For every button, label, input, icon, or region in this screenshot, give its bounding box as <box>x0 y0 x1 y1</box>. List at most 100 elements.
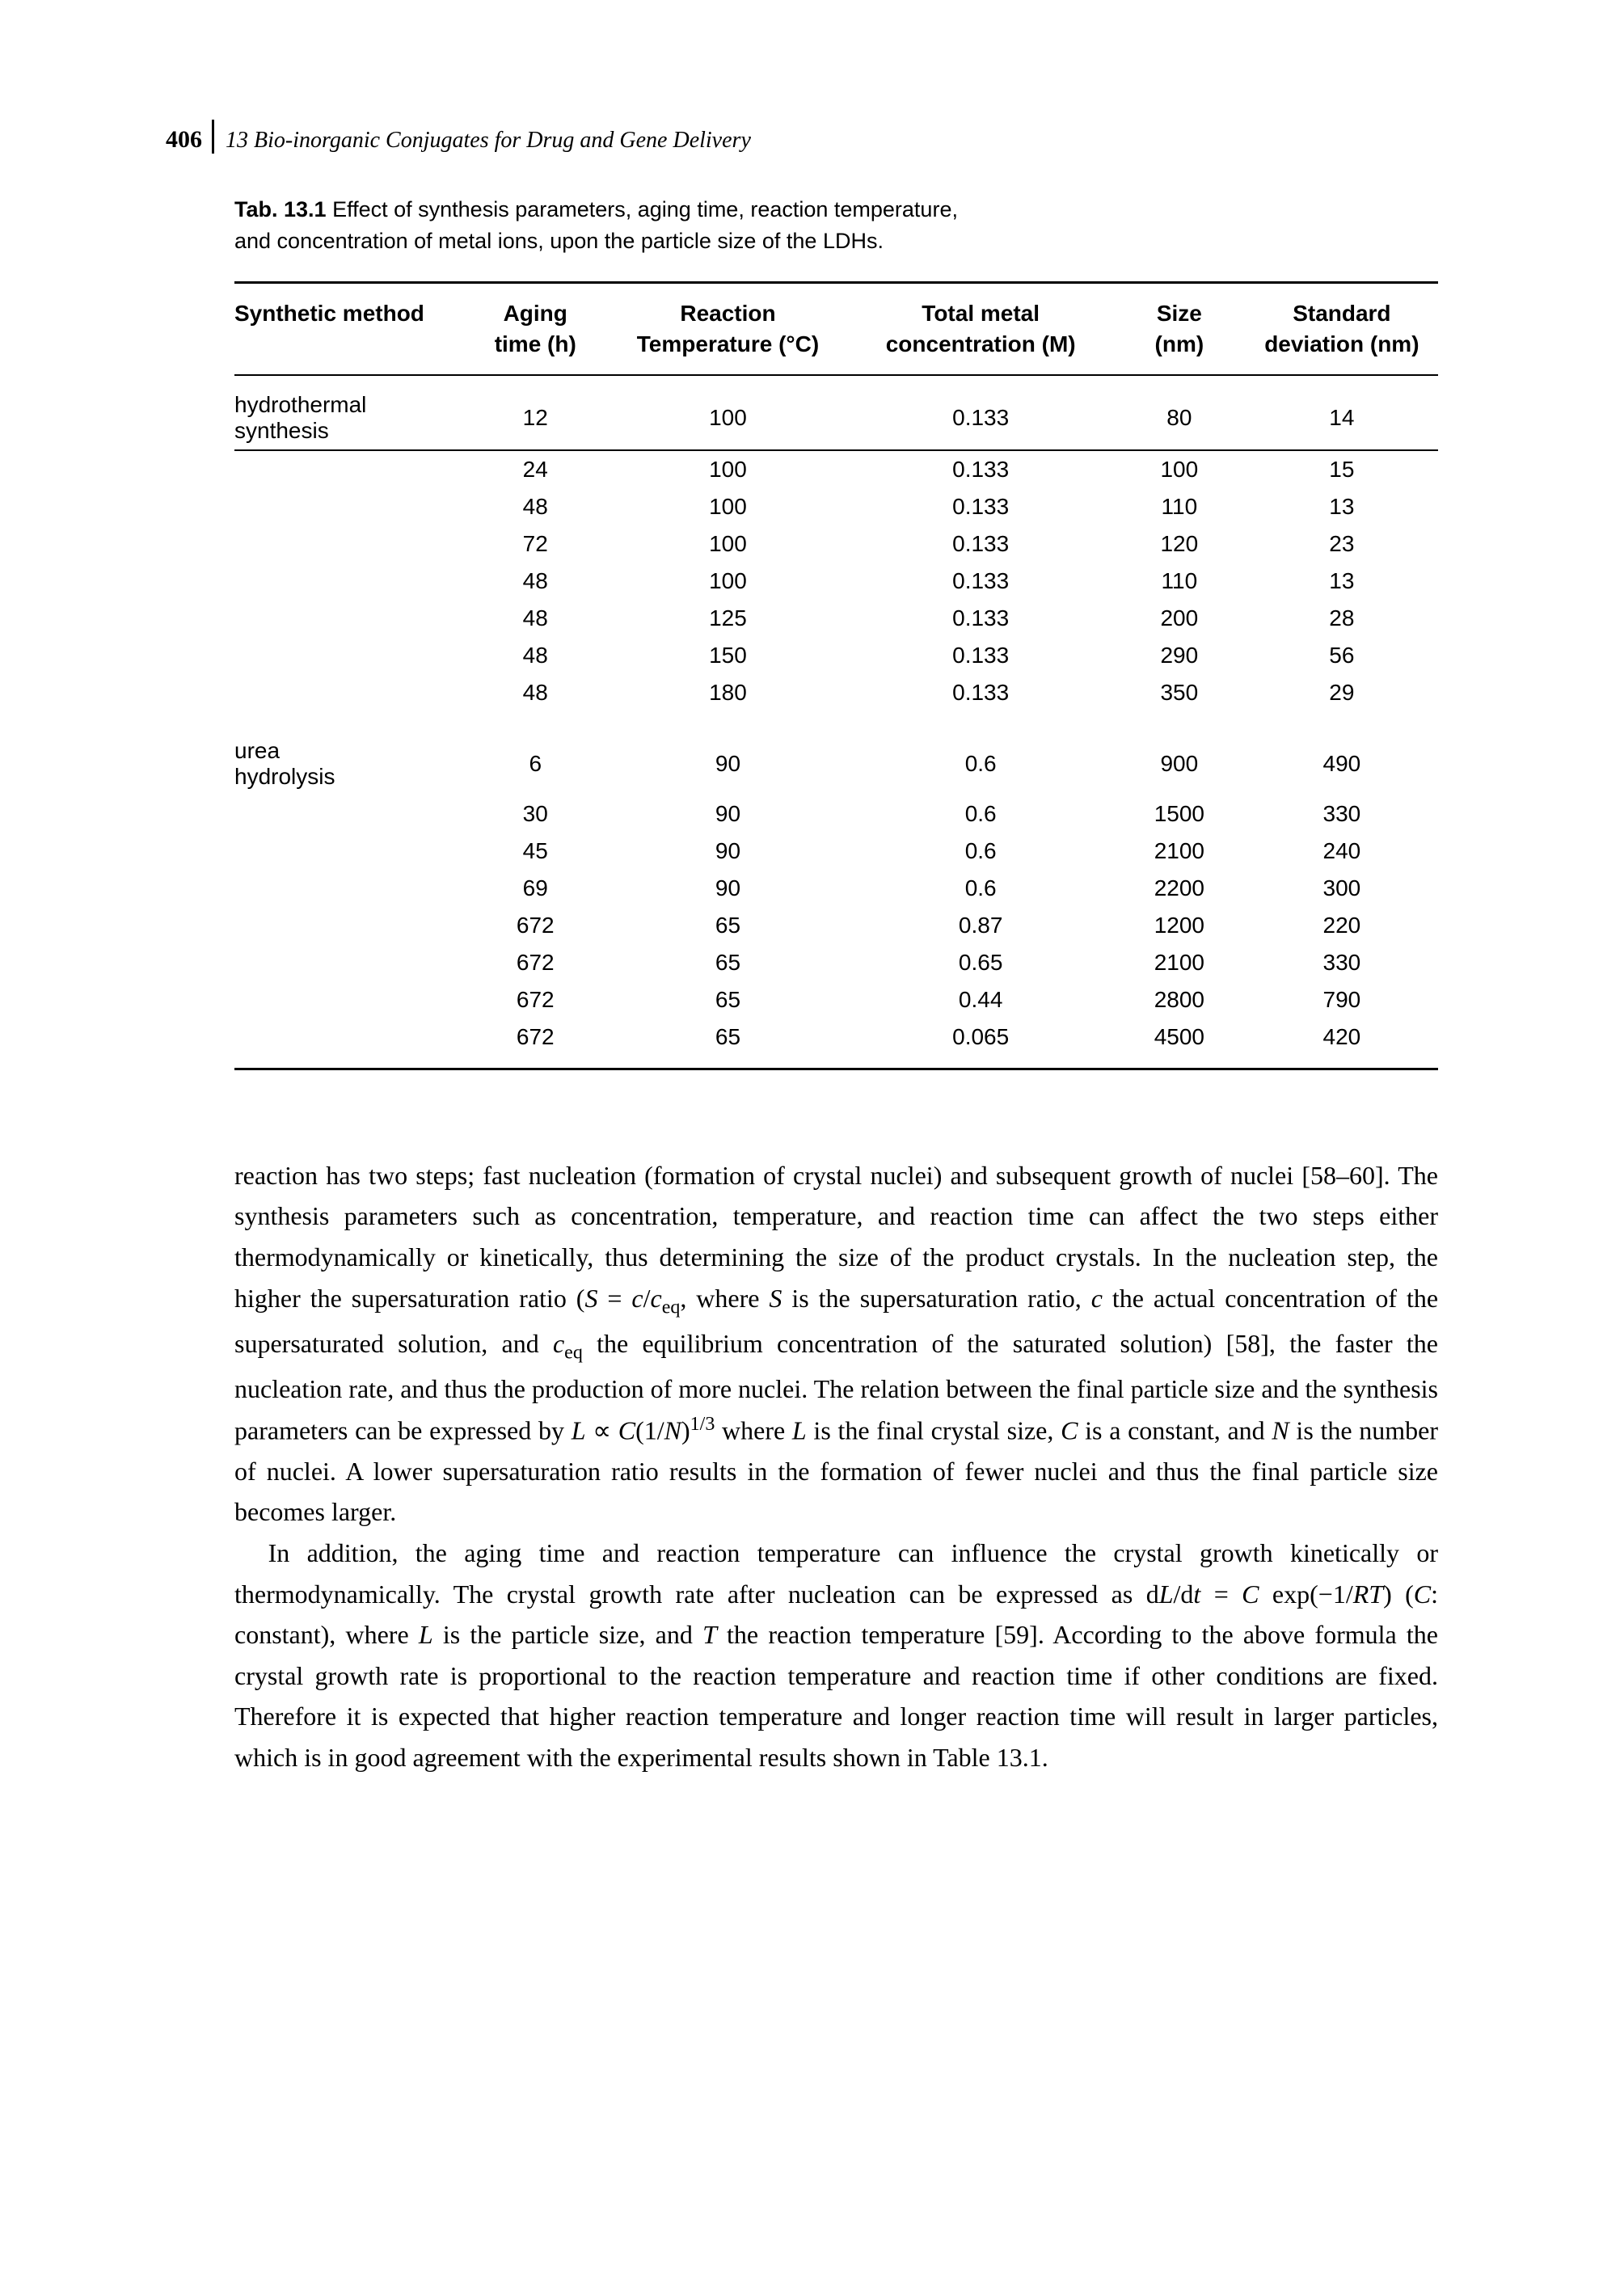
table-cell <box>234 637 463 674</box>
table-cell: 13 <box>1246 563 1438 600</box>
table-cell: 120 <box>1113 525 1246 563</box>
table-cell: 110 <box>1113 563 1246 600</box>
table-row: 481250.13320028 <box>234 600 1438 637</box>
table-cell <box>234 674 463 722</box>
table-row: 672650.0654500420 <box>234 1018 1438 1069</box>
table-cell: 0.133 <box>848 488 1113 525</box>
table-row: 481000.13311013 <box>234 563 1438 600</box>
table-cell: 0.133 <box>848 600 1113 637</box>
table-cell: 330 <box>1246 795 1438 833</box>
table-cell: 13 <box>1246 488 1438 525</box>
table-cell <box>234 488 463 525</box>
table-cell: 30 <box>463 795 608 833</box>
table-row: 30900.61500330 <box>234 795 1438 833</box>
table-cell: hydrothermalsynthesis <box>234 375 463 450</box>
paragraph-1: reaction has two steps; fast nucleation … <box>234 1155 1438 1533</box>
table-cell: 4500 <box>1113 1018 1246 1069</box>
table-row: 241000.13310015 <box>234 450 1438 488</box>
table-row: 672650.442800790 <box>234 981 1438 1018</box>
table-cell: 790 <box>1246 981 1438 1018</box>
table-cell: 110 <box>1113 488 1246 525</box>
table-cell: 6 <box>463 722 608 795</box>
table-cell: 0.065 <box>848 1018 1113 1069</box>
table-row: hydrothermalsynthesis121000.1338014 <box>234 375 1438 450</box>
table-cell: 1200 <box>1113 907 1246 944</box>
table-cell <box>234 795 463 833</box>
table-caption-label: Tab. 13.1 <box>234 197 327 221</box>
table-cell: 48 <box>463 600 608 637</box>
table-cell: 69 <box>463 870 608 907</box>
table-header-row: Synthetic methodAgingtime (h)ReactionTem… <box>234 283 1438 375</box>
table-cell: 2100 <box>1113 944 1246 981</box>
table-cell: 48 <box>463 637 608 674</box>
table-cell: 240 <box>1246 833 1438 870</box>
table-cell: 0.6 <box>848 722 1113 795</box>
table-cell <box>234 450 463 488</box>
table-body: hydrothermalsynthesis121000.133801424100… <box>234 375 1438 1069</box>
table-column-header: Agingtime (h) <box>463 283 608 375</box>
table-cell <box>234 1018 463 1069</box>
table-cell: 100 <box>608 525 849 563</box>
table-cell: 90 <box>608 870 849 907</box>
table-cell: 100 <box>608 375 849 450</box>
table-column-header: ReactionTemperature (°C) <box>608 283 849 375</box>
table-cell: 330 <box>1246 944 1438 981</box>
table-cell: ureahydrolysis <box>234 722 463 795</box>
table-cell: 420 <box>1246 1018 1438 1069</box>
table-cell: 0.6 <box>848 870 1113 907</box>
table-cell: 100 <box>608 488 849 525</box>
table-cell <box>234 563 463 600</box>
table-cell: 65 <box>608 907 849 944</box>
table-row: 69900.62200300 <box>234 870 1438 907</box>
table-row: 721000.13312023 <box>234 525 1438 563</box>
table-cell: 48 <box>463 488 608 525</box>
table-cell: 90 <box>608 722 849 795</box>
table-cell: 15 <box>1246 450 1438 488</box>
table-cell <box>234 981 463 1018</box>
table-cell: 100 <box>608 563 849 600</box>
table-cell: 672 <box>463 907 608 944</box>
table-cell: 490 <box>1246 722 1438 795</box>
paragraph-2: In addition, the aging time and reaction… <box>234 1533 1438 1778</box>
table-cell: 65 <box>608 1018 849 1069</box>
table-cell: 48 <box>463 563 608 600</box>
body-text: reaction has two steps; fast nucleation … <box>234 1155 1438 1778</box>
table-cell: 180 <box>608 674 849 722</box>
table-cell: 220 <box>1246 907 1438 944</box>
table-cell: 0.133 <box>848 563 1113 600</box>
page-header: 406 13 Bio-inorganic Conjugates for Drug… <box>166 113 1438 154</box>
table-cell: 28 <box>1246 600 1438 637</box>
chapter-title: 13 Bio-inorganic Conjugates for Drug and… <box>226 128 751 154</box>
table-cell: 23 <box>1246 525 1438 563</box>
page-number: 406 <box>166 126 202 154</box>
table-cell: 672 <box>463 944 608 981</box>
table-row: 481000.13311013 <box>234 488 1438 525</box>
table-cell: 29 <box>1246 674 1438 722</box>
table-column-header: Standarddeviation (nm) <box>1246 283 1438 375</box>
table-cell: 900 <box>1113 722 1246 795</box>
table-cell: 1500 <box>1113 795 1246 833</box>
table-cell: 12 <box>463 375 608 450</box>
table-cell: 90 <box>608 795 849 833</box>
table-cell: 300 <box>1246 870 1438 907</box>
table-cell: 72 <box>463 525 608 563</box>
table-cell: 0.133 <box>848 674 1113 722</box>
table-row: 481800.13335029 <box>234 674 1438 722</box>
table-cell: 2800 <box>1113 981 1246 1018</box>
table-row: 672650.871200220 <box>234 907 1438 944</box>
table-cell <box>234 525 463 563</box>
table-cell: 0.6 <box>848 795 1113 833</box>
table-cell: 65 <box>608 981 849 1018</box>
table-cell: 0.133 <box>848 450 1113 488</box>
synthesis-table: Synthetic methodAgingtime (h)ReactionTem… <box>234 281 1438 1070</box>
table-column-header: Synthetic method <box>234 283 463 375</box>
table-cell: 14 <box>1246 375 1438 450</box>
table-cell: 350 <box>1113 674 1246 722</box>
table-cell <box>234 833 463 870</box>
table-cell: 2200 <box>1113 870 1246 907</box>
table-cell <box>234 944 463 981</box>
table-cell: 150 <box>608 637 849 674</box>
table-cell <box>234 600 463 637</box>
table-cell: 65 <box>608 944 849 981</box>
table-column-header: Size(nm) <box>1113 283 1246 375</box>
